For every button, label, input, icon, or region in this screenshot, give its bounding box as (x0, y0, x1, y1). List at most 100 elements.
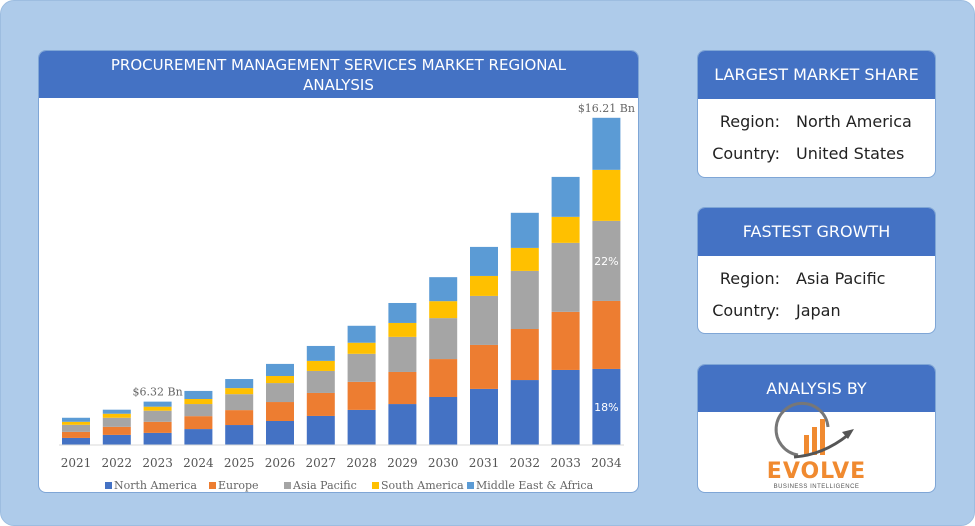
bar-segment-2026-europe (266, 402, 294, 421)
country-label: Country: (712, 144, 780, 163)
bar-segment-2022-middle-east-africa (102, 409, 131, 414)
bar-segment-2021-north-america (62, 437, 90, 445)
bar-segment-2034-north-america (592, 368, 621, 445)
legend-swatch (284, 482, 291, 489)
legend-label: Middle East & Africa (476, 479, 594, 492)
bar-segment-2033-north-america (551, 369, 580, 445)
bar-segment-2026-asia-pacific (266, 383, 294, 403)
legend-swatch (467, 482, 474, 489)
x-tick-label: 2022 (102, 456, 133, 470)
bar-segment-2031-middle-east-africa (470, 246, 498, 276)
stacked-bar-chart: 2021 2022 2023 2024 2025 2026 2027 2028 2029 2030… (59, 102, 635, 492)
bar-segment-2027-europe (306, 392, 335, 416)
bar-segment-2032-south-america (510, 247, 539, 271)
legend-label: South America (381, 479, 464, 492)
bar-segment-2027-middle-east-africa (306, 345, 335, 361)
bar-segment-2021-south-america (62, 421, 90, 425)
bar-segment-2021-middle-east-africa (62, 417, 90, 422)
bar-segment-2034-asia-pacific (592, 220, 621, 301)
bar-segment-2030-asia-pacific (429, 318, 458, 360)
bar-segment-2029-north-america (388, 404, 417, 445)
bar-segment-2032-middle-east-africa (510, 212, 539, 248)
bar-segment-2030-south-america (429, 301, 458, 319)
bar-segment-2031-north-america (470, 388, 498, 445)
bar-segment-2024-south-america (184, 399, 213, 405)
x-tick-label: 2033 (550, 456, 581, 470)
bar-segment-2031-europe (470, 344, 498, 389)
bar-segment-2023-asia-pacific (143, 410, 172, 422)
country-label: Country: (712, 301, 780, 320)
bar-segment-2026-south-america (266, 376, 294, 384)
bar-segment-2023-europe (143, 421, 172, 433)
bar-segment-2028-middle-east-africa (347, 325, 376, 343)
bar-segment-2033-europe (551, 311, 580, 370)
bar-segment-2021-europe (62, 431, 90, 438)
bar-segment-2033-asia-pacific (551, 242, 580, 312)
logo-text: EVOLVE (766, 459, 867, 484)
analysis-by-panel: ANALYSIS BY EVOLVE BUSINESS INTELLIGENCE (697, 364, 936, 493)
largest-market-share-title: LARGEST MARKET SHARE (698, 51, 935, 99)
legend-swatch (209, 482, 216, 489)
x-tick-label: 2027 (306, 456, 337, 470)
x-tick-label: 2031 (469, 456, 500, 470)
bar-segment-2024-middle-east-africa (184, 390, 213, 400)
legend-label: Asia Pacific (292, 479, 357, 492)
bar-segment-2022-asia-pacific (102, 417, 131, 427)
x-tick-label: 2021 (61, 456, 92, 470)
x-tick-label: 2024 (183, 456, 214, 470)
x-tick-label: 2026 (265, 456, 296, 470)
largest-market-share-panel: LARGEST MARKET SHARE Region: North Americ… (697, 50, 936, 178)
x-tick-label: 2032 (510, 456, 541, 470)
bar-segment-2028-north-america (347, 409, 376, 445)
data-label: 22% (594, 255, 618, 268)
chart-panel: PROCUREMENT MANAGEMENT SERVICES MARKET R… (38, 50, 639, 493)
bar-segment-2024-europe (184, 416, 213, 430)
bar-segment-2031-south-america (470, 275, 498, 296)
bar-segment-2025-north-america (225, 425, 254, 445)
total-label: $16.21 Bn (578, 102, 635, 115)
bar-segment-2026-north-america (266, 420, 294, 445)
country-value: United States (796, 144, 905, 163)
bar-segment-2026-middle-east-africa (266, 363, 294, 377)
chart-title: PROCUREMENT MANAGEMENT SERVICES MARKET R… (39, 51, 638, 98)
bar-segment-2032-asia-pacific (510, 270, 539, 330)
bar-segment-2024-asia-pacific (184, 404, 213, 417)
bar-segment-2031-asia-pacific (470, 295, 498, 345)
country-value: Japan (796, 301, 841, 320)
data-label: 18% (594, 401, 618, 414)
bar-segment-2029-asia-pacific (388, 336, 417, 372)
bar-segment-2023-south-america (143, 406, 172, 411)
bar-segment-2032-north-america (510, 380, 539, 445)
x-tick-label: 2023 (142, 456, 173, 470)
bar-segment-2022-europe (102, 426, 131, 435)
bar-segment-2028-south-america (347, 342, 376, 354)
region-label: Region: (719, 269, 780, 288)
bar-segment-2022-south-america (102, 413, 131, 418)
bar-segment-2024-north-america (184, 429, 213, 445)
bar-segment-2028-europe (347, 381, 376, 410)
bar-segment-2025-europe (225, 410, 254, 426)
x-tick-label: 2034 (591, 456, 622, 470)
bar-segment-2027-north-america (306, 415, 335, 445)
bar-segment-2028-asia-pacific (347, 353, 376, 382)
legend-label: Europe (218, 479, 259, 492)
x-tick-label: 2030 (428, 456, 459, 470)
region-value: Asia Pacific (796, 269, 886, 288)
bar-segment-2034-middle-east-africa (592, 117, 621, 170)
bar-segment-2029-middle-east-africa (388, 302, 417, 323)
bar-segment-2033-middle-east-africa (551, 176, 580, 217)
region-label: Region: (719, 112, 780, 131)
bar-segment-2032-europe (510, 329, 539, 381)
bar-segment-2023-north-america (143, 432, 172, 445)
bar-segment-2025-middle-east-africa (225, 379, 254, 389)
total-label: $6.32 Bn (133, 386, 183, 399)
bar-segment-2030-north-america (429, 396, 458, 445)
fastest-growth-panel: FASTEST GROWTH Region: Asia Pacific Count… (697, 207, 936, 334)
x-tick-label: 2025 (224, 456, 255, 470)
region-value: North America (796, 112, 912, 131)
x-tick-label: 2028 (346, 456, 377, 470)
legend-swatch (105, 482, 112, 489)
evolve-logo-icon (774, 401, 854, 459)
bar-segment-2029-south-america (388, 322, 417, 337)
bar-segment-2027-asia-pacific (306, 370, 335, 393)
